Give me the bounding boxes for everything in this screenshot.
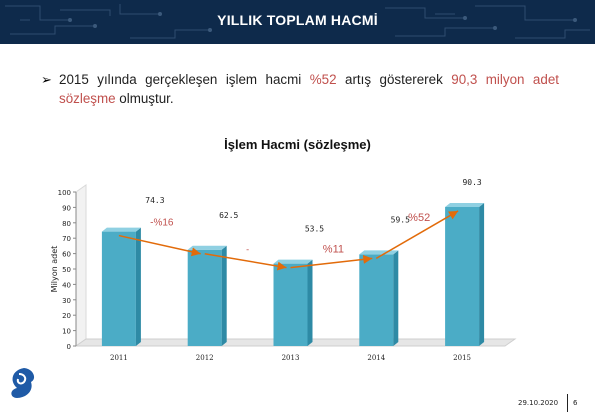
summary-text-part: 2015 yılında gerçekleşen işlem hacmi [59, 72, 310, 87]
summary-highlight-volume: 90,3 milyon adet sözleşme [59, 72, 559, 106]
x-tick-label: 2013 [282, 354, 300, 362]
value-label: 62.5 [219, 211, 238, 220]
trend-arrow [204, 253, 287, 271]
title-banner: YILLIK TOPLAM HACMİ [0, 0, 595, 44]
bar-2015 [445, 206, 480, 346]
bar-side-2015 [479, 202, 485, 346]
change-label: - [246, 245, 249, 255]
value-label: 74.3 [145, 196, 164, 205]
footer-date: 29.10.2020 [518, 399, 559, 407]
y-tick-label: 40 [62, 281, 71, 289]
summary-text-part: olmuştur. [115, 91, 174, 106]
y-tick-label: 10 [62, 328, 71, 336]
change-label: %52 [408, 212, 430, 224]
chart-side-wall [75, 184, 87, 347]
x-tick-label: 2012 [196, 354, 214, 362]
y-tick-label: 0 [67, 343, 71, 351]
bar-side-2014 [393, 250, 399, 346]
trend-arrow [118, 234, 201, 257]
bar-2014 [359, 254, 394, 346]
circuit-pattern-left-icon [5, 4, 212, 39]
change-label: %11 [323, 243, 344, 255]
y-tick-label: 50 [62, 266, 71, 274]
page-number: 6 [573, 399, 578, 407]
y-tick-label: 30 [62, 297, 71, 305]
summary-text: 2015 yılında gerçekleşen işlem hacmi %52… [59, 70, 559, 108]
bar-top-2015 [445, 202, 485, 207]
bar-2013 [273, 263, 308, 346]
x-tick-label: 2015 [453, 354, 471, 362]
x-tick-label: 2011 [110, 354, 128, 362]
y-tick-label: 80 [62, 220, 71, 228]
y-tick-label: 20 [62, 312, 71, 320]
bar-2012 [187, 249, 222, 346]
page-title: YILLIK TOPLAM HACMİ [217, 12, 378, 28]
y-tick-label: 100 [58, 189, 71, 197]
chart-title: İşlem Hacmi (sözleşme) [224, 137, 371, 152]
change-label: -%16 [150, 218, 174, 229]
y-axis-label: Milyon adet [50, 246, 59, 293]
borsa-istanbul-logo [11, 368, 35, 398]
value-label: 90.3 [462, 178, 481, 187]
value-label: 59.5 [391, 215, 410, 224]
trend-arrow [290, 254, 373, 269]
x-tick-label: 2014 [367, 354, 385, 362]
bar-top-2013 [273, 259, 313, 264]
bar-side-2012 [221, 245, 227, 346]
bar-top-2012 [187, 245, 227, 250]
bar-top-2014 [359, 250, 399, 255]
arrow-bullet-icon: ➢ [41, 72, 52, 87]
summary-highlight-percent: %52 [309, 72, 337, 87]
footer-divider [567, 394, 568, 412]
value-label: 53.5 [305, 225, 324, 234]
y-tick-label: 90 [62, 204, 71, 212]
bar-side-2013 [307, 259, 313, 346]
y-tick-label: 70 [62, 235, 71, 243]
bar-top-2011 [101, 227, 141, 232]
bar-2011 [101, 231, 136, 346]
trend-arrow [375, 210, 459, 260]
circuit-pattern-right-icon [385, 5, 590, 39]
bar-side-2011 [135, 227, 141, 346]
y-tick-label: 60 [62, 251, 71, 259]
summary-text-part: artış göstererek [336, 72, 452, 87]
